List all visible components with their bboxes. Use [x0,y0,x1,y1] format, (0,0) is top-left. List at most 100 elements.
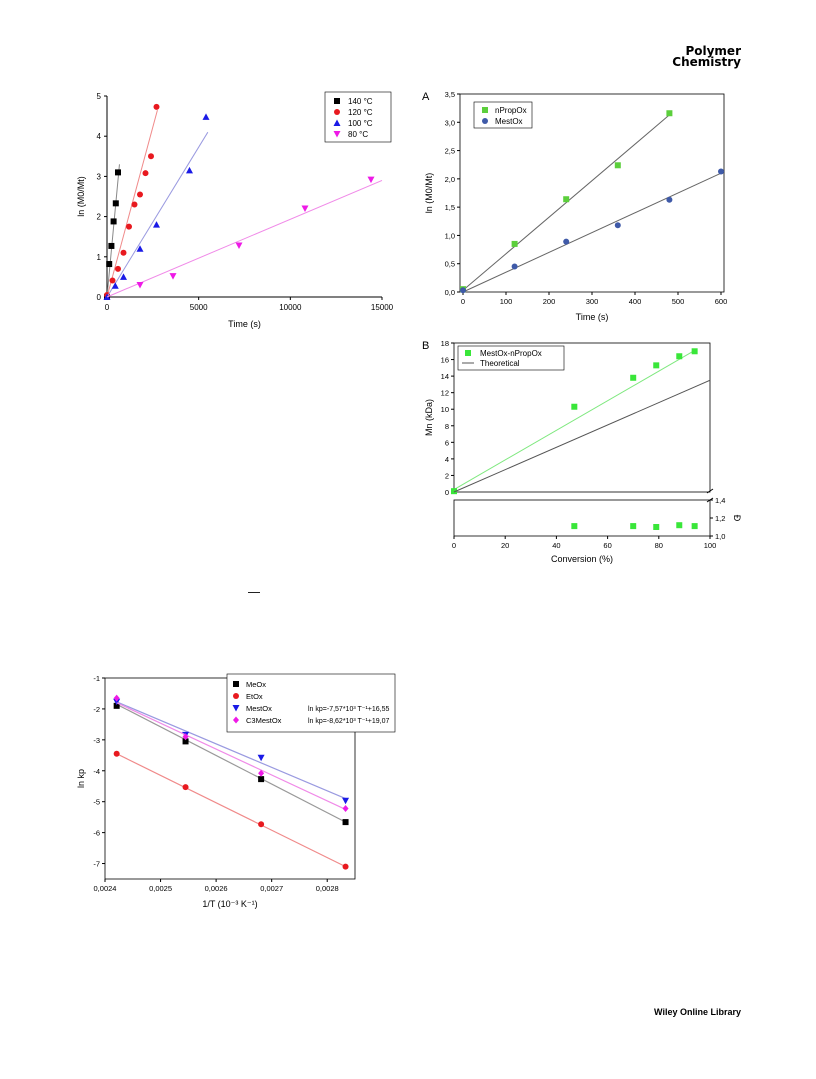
y-tick-label: 1,5 [445,203,455,212]
fit-line [462,172,722,293]
journal-logo-line2: Chemistry [672,55,741,69]
legend-marker [233,681,239,687]
x-tick-label: 0 [105,303,110,312]
dispersity-point [571,523,578,530]
x-tick-label: 0 [452,541,456,550]
chart-arrhenius: -7 -6 -5 -4 -3 -2 -1 0,0024 0,0025 0,0026 0,0027 0,… [76,673,396,909]
data-point [142,170,149,177]
y-axis-title: ln (M0/Mt) [76,176,86,217]
x-tick-label: 0,0028 [316,884,339,893]
data-point [186,166,193,174]
y-axis-title: ln kp [76,769,86,788]
legend-label: MeOx [246,680,266,689]
y-tick-label: 14 [441,372,449,381]
data-point [257,754,265,762]
fit-line [453,350,695,490]
data-point [301,205,309,213]
x-axis-title: Conversion (%) [551,554,613,564]
y-tick-label: 2 [445,471,449,480]
y-tick-label-right: 1,4 [715,496,725,505]
y-tick-label: 2 [97,213,102,222]
data-point [451,488,457,495]
plot-frame-bottom [453,499,711,537]
y-tick-label: -6 [93,829,100,838]
x-tick-label: 15000 [371,303,394,312]
y-tick-label: -7 [93,860,100,869]
x-tick-label: 100 [500,297,513,306]
data-point [367,176,375,184]
legend-marker [482,107,488,113]
fit-line [116,703,346,823]
data-point [110,218,117,225]
y-tick-label: 0,5 [445,260,455,269]
chart-b-molar-mass-conversion: B 0 2 4 6 8 10 12 14 16 18 1,0 1,2 1,4 0 20 40 60 80 100 Con… [422,339,742,564]
legend-equation: ln kp=-7,57*10³ T⁻¹+16,55 [308,706,390,713]
data-point [111,282,119,289]
x-tick-label: 400 [629,297,642,306]
data-point [120,273,127,280]
y-tick-label: -3 [93,736,100,745]
data-point [342,804,349,812]
fit-line [116,701,346,800]
x-tick-label: 200 [543,297,556,306]
data-point [113,702,120,709]
data-point [342,819,349,826]
y-tick-label-right: 1,0 [715,532,725,541]
data-point [115,265,121,272]
data-point [108,242,115,249]
data-point [113,694,120,702]
legend-label: EtOx [246,692,263,701]
y-tick-label: -5 [93,798,100,807]
legend-marker [334,109,340,115]
x-tick-label: 20 [501,541,509,550]
data-point [235,242,243,250]
fit-line [462,114,670,291]
legend-box [226,673,396,733]
data-point [182,733,189,741]
y-tick-label: 0 [445,488,449,497]
legend-label: C3MestOx [246,716,282,725]
data-point [718,168,724,175]
fit-line [453,379,711,493]
y-tick-label: 12 [441,389,449,398]
fit-line [106,179,383,298]
fit-line [116,702,346,810]
dispersity-point [630,523,637,530]
x-tick-label: 0,0024 [94,884,117,893]
y-axis-title-right: Đ [732,515,742,522]
legend-equation: ln kp=-8,62*10³ T⁻¹+19,07 [308,718,390,725]
x-tick-label: 0,0026 [205,884,228,893]
data-point [113,698,121,706]
x-axis-title: 1/T (10⁻³ K⁻¹) [202,899,257,909]
y-tick-label: 4 [97,132,102,141]
y-tick-label: 3 [97,172,102,181]
data-point [666,196,673,203]
data-point [258,821,265,828]
data-point [109,277,116,284]
fit-line [106,131,209,298]
data-point [460,287,466,294]
dispersity-point [653,524,660,530]
dispersity-point [691,523,698,530]
x-tick-label: 0,0027 [260,884,283,893]
fit-line [106,164,120,298]
data-point [136,281,144,289]
chart-kinetics-temperature: 0 1 2 3 4 5 0 5000 10000 15000 Time (s) ln (M0/Mt) 1… [76,91,394,329]
data-point [126,223,132,230]
data-point [106,261,113,268]
legend: MeOx EtOx MestOx ln kp=-7,57*10³ T⁻¹+16,55 C… [226,673,396,733]
y-tick-label: 1 [97,253,102,262]
legend-label: MestOx [495,117,523,126]
legend-label: 140 °C [348,97,373,106]
publisher-footer: Wiley Online Library [654,1007,741,1017]
fit-line [116,753,346,868]
y-tick-label: 6 [445,438,449,447]
data-point [571,403,578,410]
legend-label: 80 °C [348,130,368,139]
panel-label-a: A [422,91,430,103]
y-tick-label: 5 [97,92,102,101]
x-tick-label: 0 [461,297,465,306]
data-point [136,245,144,252]
legend-marker [333,119,341,126]
legend-box [457,345,565,371]
